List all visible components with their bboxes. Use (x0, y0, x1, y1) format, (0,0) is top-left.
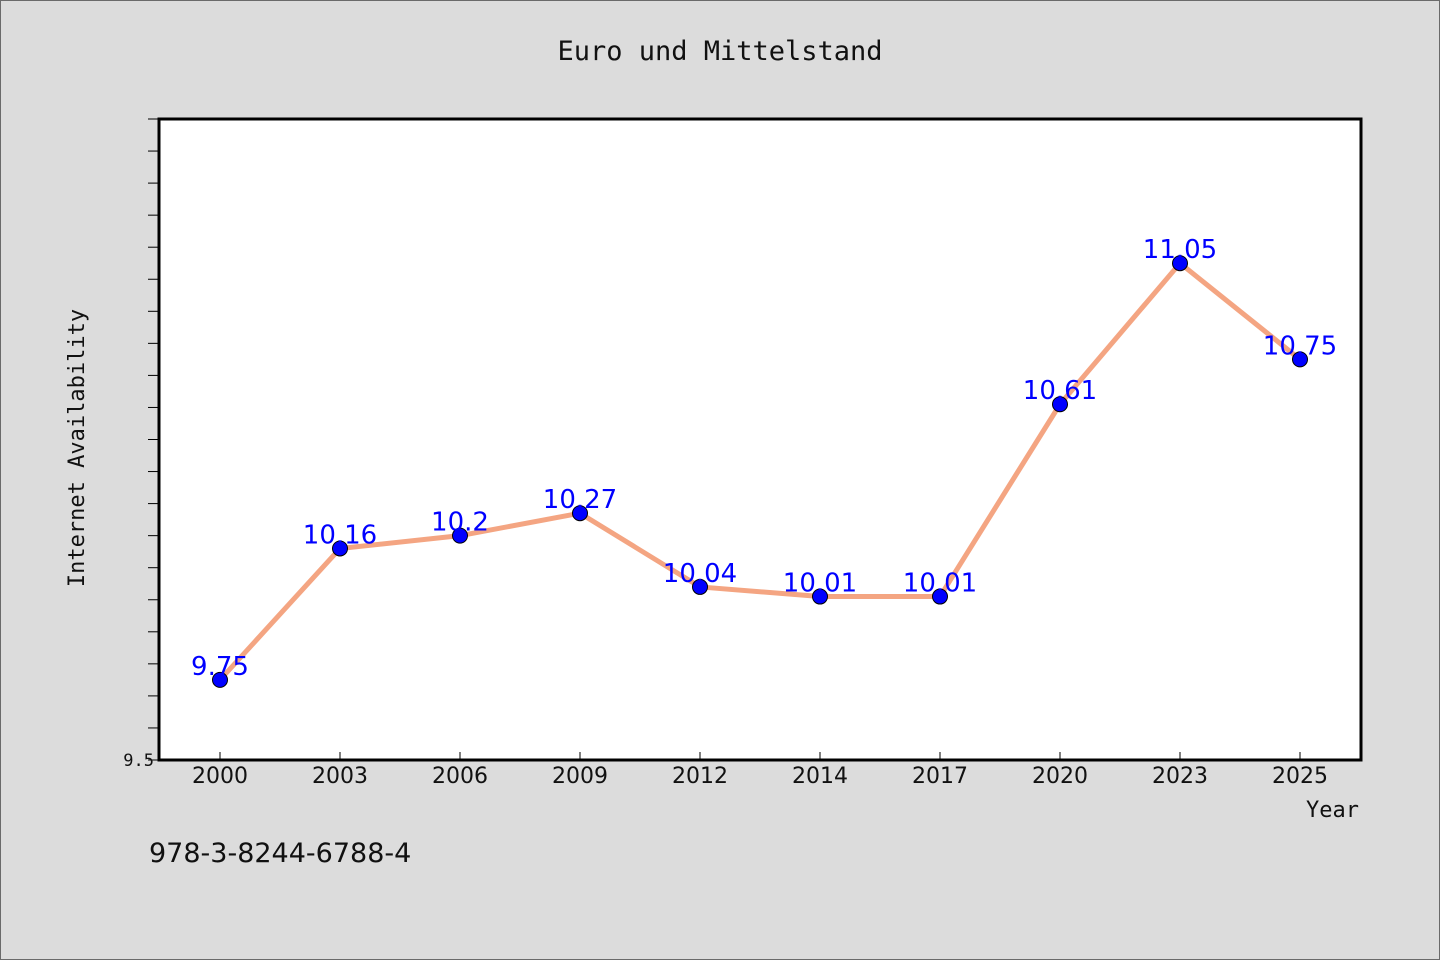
x-tick-label: 2014 (792, 764, 848, 789)
data-label: 10.01 (903, 569, 977, 599)
x-tick-label: 2023 (1152, 764, 1208, 789)
x-axis-label: Year (1306, 798, 1359, 823)
data-point (1052, 396, 1068, 413)
x-tick-label: 2003 (312, 764, 368, 789)
data-markers (212, 255, 1308, 688)
x-tick-label: 2020 (1032, 764, 1088, 789)
data-point (572, 505, 588, 522)
data-label: 10.01 (783, 569, 857, 599)
data-point (1292, 351, 1308, 368)
x-tick-label: 2009 (552, 764, 608, 789)
x-tick-label: 2012 (672, 764, 728, 789)
data-point (812, 588, 828, 605)
data-label: 10.04 (663, 559, 737, 589)
y-axis-label: Internet Availability (65, 309, 90, 587)
data-point (452, 527, 468, 544)
y-axis-ticks (148, 118, 159, 761)
data-label: 11.05 (1143, 235, 1217, 265)
x-axis-tick-labels: 2000 2003 2006 2009 2012 2014 2017 2020 2023 2025 (192, 764, 1328, 789)
data-label: 10.16 (303, 520, 377, 550)
data-label: 10.75 (1263, 331, 1337, 361)
y-tick-label: 9.5 (123, 751, 154, 771)
x-axis-ticks (219, 752, 1301, 760)
data-point (1172, 255, 1188, 272)
data-point (332, 540, 348, 557)
x-tick-label: 2017 (912, 764, 968, 789)
x-tick-label: 2006 (432, 764, 488, 789)
data-label: 10.27 (543, 485, 617, 515)
data-point (692, 578, 708, 595)
data-point (932, 588, 948, 605)
isbn-text: 978-3-8244-6788-4 (149, 838, 411, 869)
data-label: 10.61 (1023, 376, 1097, 406)
plot-area (157, 117, 1363, 762)
data-labels: 9.75 10.16 10.2 10.27 10.04 10.01 10.01 10.61 11… (191, 235, 1337, 682)
data-label: 9.75 (191, 652, 249, 682)
series-line (218, 260, 1302, 682)
data-label: 10.2 (431, 508, 489, 538)
data-point (212, 671, 228, 688)
x-tick-label: 2000 (192, 764, 248, 789)
x-tick-label: 2025 (1272, 764, 1328, 789)
y-axis-tick-labels: 9.5 (123, 751, 154, 771)
chart-title: Euro und Mittelstand (557, 36, 882, 67)
